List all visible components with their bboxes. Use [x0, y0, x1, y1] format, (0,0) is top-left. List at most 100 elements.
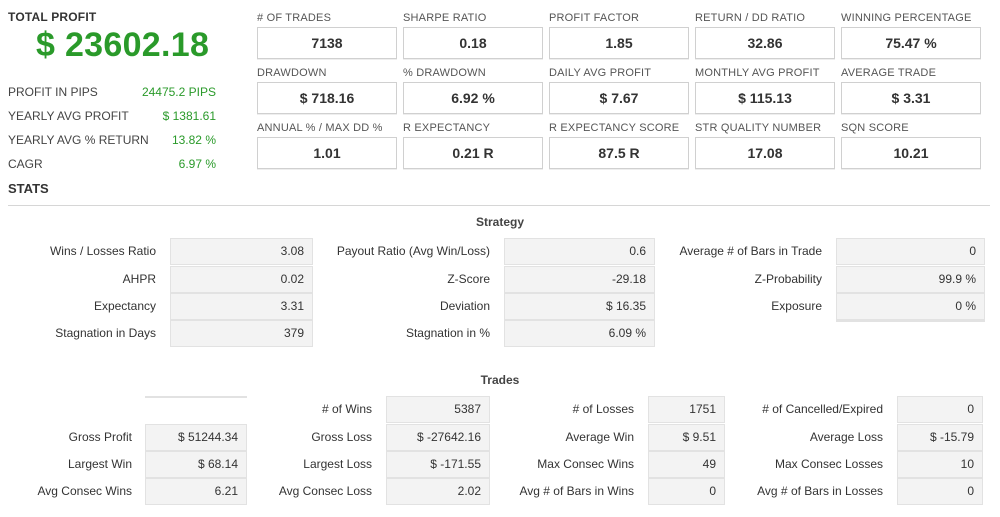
metric-value: 1.01: [257, 137, 397, 169]
strategy-label: Expectancy: [93, 299, 156, 313]
trades-value: 2.02: [386, 478, 490, 505]
trades-value: 0: [897, 478, 983, 505]
trades-value: $ 68.14: [145, 451, 247, 478]
trades-value: 6.21: [145, 478, 247, 505]
metric-value: 17.08: [695, 137, 835, 169]
metric-label: DAILY AVG PROFIT: [549, 67, 652, 79]
trades-value: 10: [897, 451, 983, 478]
strategy-label: Stagnation in Days: [55, 326, 156, 340]
metric-value: $ 115.13: [695, 82, 835, 114]
strategy-value: 3.08: [170, 238, 313, 265]
stats-divider: [8, 205, 990, 206]
summary-row-label: CAGR: [8, 157, 43, 171]
trades-label: Average Loss: [809, 430, 883, 444]
metric-label: AVERAGE TRADE: [841, 67, 937, 79]
metric-value: 32.86: [695, 27, 835, 59]
summary-row-label: YEARLY AVG % RETURN: [8, 133, 149, 147]
strategy-label: Deviation: [439, 299, 490, 313]
summary-row-label: PROFIT IN PIPS: [8, 85, 98, 99]
trades-label: # of Wins: [321, 402, 372, 416]
summary-row: PROFIT IN PIPS 24475.2 PIPS: [8, 80, 220, 104]
strategy-value: $ 16.35: [504, 293, 655, 320]
metric-annual-max-dd: ANNUAL % / MAX DD % 1.01: [257, 122, 397, 169]
trades-label: Gross Loss: [311, 430, 372, 444]
trades-label: Max Consec Wins: [537, 457, 634, 471]
strategy-value: 99.9 %: [836, 266, 985, 293]
metric-label: % DRAWDOWN: [403, 67, 486, 79]
strategy-label: Average # of Bars in Trade: [679, 244, 822, 258]
trades-label: Avg # of Bars in Losses: [757, 484, 883, 498]
metric-average-trade: AVERAGE TRADE $ 3.31: [841, 67, 981, 114]
summary-row: YEARLY AVG PROFIT $ 1381.61: [8, 104, 220, 128]
trades-value: $ -15.79: [897, 424, 983, 451]
strategy-value: [836, 320, 985, 322]
metric-label: WINNING PERCENTAGE: [841, 12, 972, 24]
strategy-label: AHPR: [122, 272, 156, 286]
strategy-value: 6.09 %: [504, 320, 655, 347]
summary-row-label: YEARLY AVG PROFIT: [8, 109, 129, 123]
trades-value: $ -27642.16: [386, 424, 490, 451]
metric-value: $ 7.67: [549, 82, 689, 114]
trades-value: 1751: [648, 396, 725, 423]
summary-list: PROFIT IN PIPS 24475.2 PIPS YEARLY AVG P…: [8, 80, 220, 176]
summary-row-value: 13.82 %: [171, 133, 216, 147]
metric-r-expectancy: R EXPECTANCY 0.21 R: [403, 122, 543, 169]
strategy-value: 3.31: [170, 293, 313, 320]
strategy-label: Exposure: [771, 299, 822, 313]
trades-label: # of Losses: [572, 402, 634, 416]
stats-heading: STATS: [8, 181, 49, 196]
summary-row: YEARLY AVG % RETURN 13.82 %: [8, 128, 220, 152]
total-profit-panel: TOTAL PROFIT $ 23602.18 PROFIT IN PIPS 2…: [8, 10, 220, 176]
trades-value: 0: [897, 396, 983, 423]
trades-value: 5387: [386, 396, 490, 423]
total-profit-value: $ 23602.18: [36, 26, 210, 64]
trades-value: [145, 396, 247, 398]
summary-row-value: $ 1381.61: [162, 109, 216, 123]
metric-label: DRAWDOWN: [257, 67, 327, 79]
metric-label: RETURN / DD RATIO: [695, 12, 806, 24]
summary-row: CAGR 6.97 %: [8, 152, 220, 176]
metric-trades-count: # OF TRADES 7138: [257, 12, 397, 59]
strategy-value: -29.18: [504, 266, 655, 293]
metric-return-dd-ratio: RETURN / DD RATIO 32.86: [695, 12, 835, 59]
summary-row-value: 6.97 %: [178, 157, 216, 171]
trades-label: Average Win: [565, 430, 634, 444]
trades-value: $ -171.55: [386, 451, 490, 478]
metric-drawdown: DRAWDOWN $ 718.16: [257, 67, 397, 114]
metric-winning-percentage: WINNING PERCENTAGE 75.47 %: [841, 12, 981, 59]
metric-sharpe-ratio: SHARPE RATIO 0.18: [403, 12, 543, 59]
metric-value: 6.92 %: [403, 82, 543, 114]
trades-label: Avg Consec Loss: [278, 484, 372, 498]
strategy-label: Z-Score: [447, 272, 490, 286]
strategy-value: 0.6: [504, 238, 655, 265]
trades-value: $ 51244.34: [145, 424, 247, 451]
strategy-label: Wins / Losses Ratio: [49, 244, 156, 258]
strategy-label: Z-Probability: [754, 272, 822, 286]
metric-label: # OF TRADES: [257, 12, 332, 24]
trades-section-title: Trades: [480, 373, 520, 387]
trades-label: Avg Consec Wins: [37, 484, 132, 498]
metric-value: 75.47 %: [841, 27, 981, 59]
metric-value: 1.85: [549, 27, 689, 59]
summary-row-value: 24475.2 PIPS: [141, 85, 216, 99]
trades-label: Largest Win: [67, 457, 132, 471]
metric-label: MONTHLY AVG PROFIT: [695, 67, 820, 79]
metric-str-quality-number: STR QUALITY NUMBER 17.08: [695, 122, 835, 169]
trades-label: Largest Loss: [303, 457, 372, 471]
strategy-section-title: Strategy: [475, 215, 525, 229]
strategy-label: Payout Ratio (Avg Win/Loss): [336, 244, 490, 258]
strategy-value: 0.02: [170, 266, 313, 293]
metric-label: R EXPECTANCY: [403, 122, 491, 134]
trades-label: # of Cancelled/Expired: [762, 402, 883, 416]
metric-percent-drawdown: % DRAWDOWN 6.92 %: [403, 67, 543, 114]
trades-label: Avg # of Bars in Wins: [519, 484, 635, 498]
strategy-value: 0 %: [836, 293, 985, 320]
total-profit-title: TOTAL PROFIT: [8, 10, 97, 24]
strategy-label: Stagnation in %: [405, 326, 490, 340]
metric-value: 87.5 R: [549, 137, 689, 169]
metric-value: 0.21 R: [403, 137, 543, 169]
metric-monthly-avg-profit: MONTHLY AVG PROFIT $ 115.13: [695, 67, 835, 114]
metric-value: $ 3.31: [841, 82, 981, 114]
metric-profit-factor: PROFIT FACTOR 1.85: [549, 12, 689, 59]
trades-value: 0: [648, 478, 725, 505]
